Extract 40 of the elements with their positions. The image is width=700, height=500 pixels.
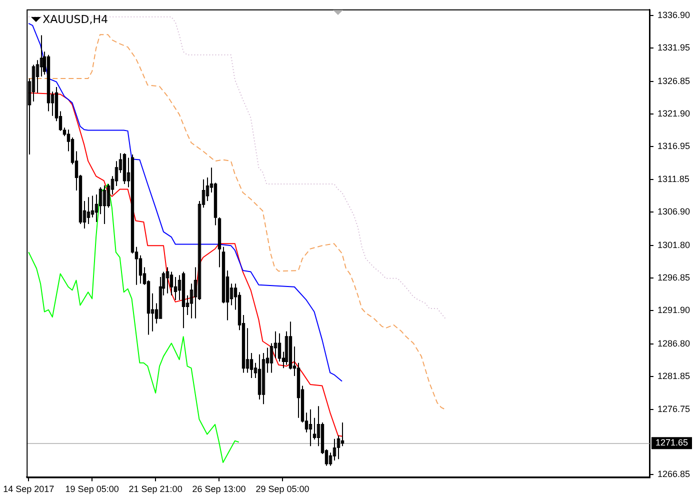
candlestick	[114, 160, 118, 186]
y-tick-label: 1306.90	[657, 206, 690, 217]
candlestick	[190, 283, 194, 319]
y-tick-label: 1336.90	[657, 10, 690, 20]
y-tick-label: 1331.95	[657, 42, 690, 53]
candlestick	[262, 352, 266, 405]
candlestick	[98, 186, 102, 215]
candlestick	[40, 34, 44, 78]
y-tick-label: 1316.95	[657, 140, 690, 151]
candlestick	[206, 176, 210, 202]
x-tick-label: 14 Sep 2017	[3, 484, 54, 494]
y-tick-label: 1301.80	[657, 240, 690, 250]
x-tick-label: 29 Sep 05:00	[256, 484, 310, 494]
candlestick	[284, 330, 288, 366]
y-tick-label: 1321.90	[657, 108, 690, 118]
y-tick-label: 1281.85	[657, 370, 690, 381]
x-tick-label: 19 Sep 05:00	[65, 484, 119, 494]
candlestick	[36, 60, 40, 94]
candlestick	[102, 184, 106, 224]
x-tick-label: 26 Sep 13:00	[192, 484, 246, 494]
candlestick	[308, 408, 312, 447]
ref-line-label: 1271.65	[655, 438, 688, 448]
x-tick-label: 21 Sep 21:00	[128, 484, 182, 494]
candlestick	[332, 438, 336, 461]
y-tick-label: 1276.75	[657, 404, 690, 414]
candlestick	[336, 435, 340, 460]
y-tick-label: 1296.85	[657, 272, 690, 283]
y-tick-label: 1311.85	[657, 174, 690, 184]
line-series	[28, 16, 446, 319]
y-tick-label: 1291.90	[657, 304, 690, 315]
candlestick	[270, 342, 274, 374]
y-tick-label: 1286.80	[657, 338, 690, 348]
candlestick	[166, 266, 170, 294]
y-tick-label: 1266.85	[657, 469, 690, 480]
line-series	[28, 34, 446, 410]
chart-title: XAUUSD,H4	[42, 12, 108, 26]
candlestick	[86, 196, 90, 224]
candlestick	[32, 64, 36, 102]
y-tick-label: 1326.85	[657, 76, 690, 86]
candlestick	[90, 195, 94, 218]
